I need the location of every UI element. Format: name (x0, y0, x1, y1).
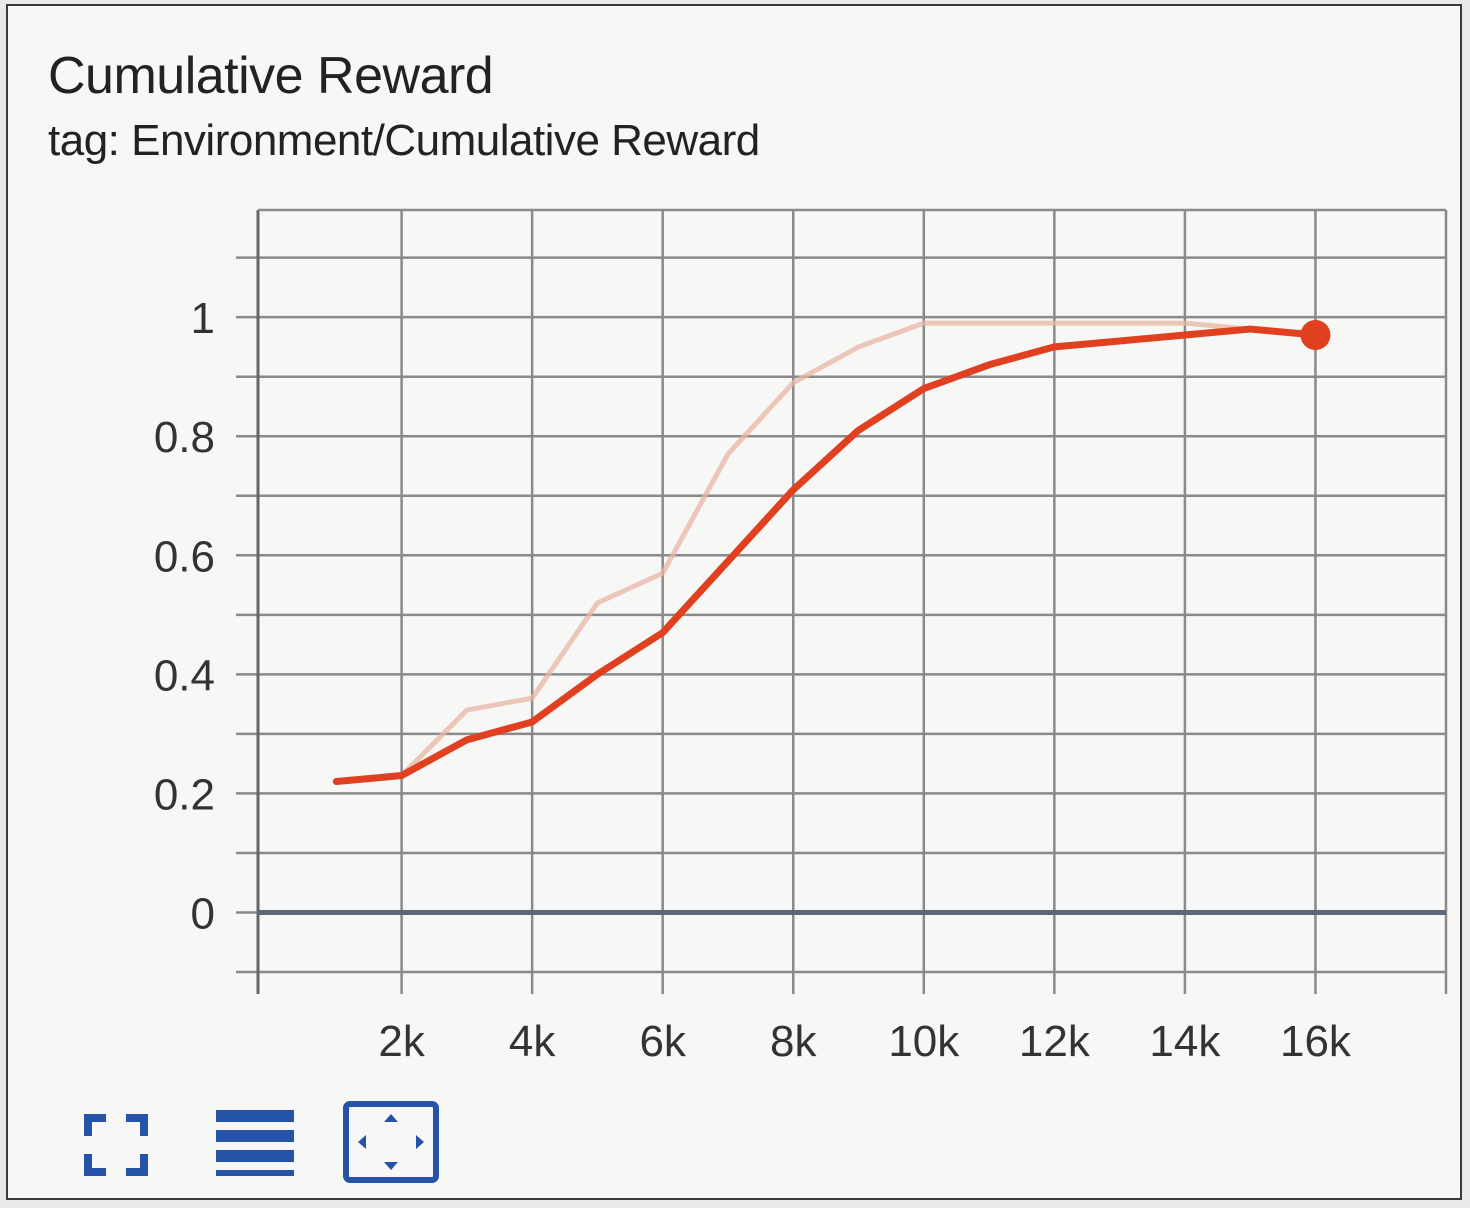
x-tick-label: 6k (639, 1017, 686, 1066)
menu-lines-icon (216, 1110, 294, 1176)
x-tick-label: 8k (770, 1017, 817, 1066)
x-tick-label: 14k (1149, 1017, 1221, 1066)
chart-tag-subtitle: tag: Environment/Cumulative Reward (48, 116, 760, 165)
fit-domain-icon (343, 1101, 439, 1183)
x-tick-label: 10k (888, 1017, 960, 1066)
y-tick-label: 0.6 (154, 532, 215, 581)
raw-series-line (333, 320, 1318, 784)
last-point-marker (1300, 320, 1331, 351)
scalar-chart-card: Cumulative Reward tag: Environment/Cumul… (6, 4, 1462, 1200)
y-tick-label: 0.4 (154, 651, 215, 700)
x-tick-label: 2k (378, 1017, 425, 1066)
fit-domain-button[interactable] (342, 1100, 442, 1188)
expand-icon (84, 1114, 148, 1176)
y-tick-label: 0 (191, 889, 215, 938)
x-tick-label: 16k (1280, 1017, 1352, 1066)
toggle-y-axis-log-button[interactable] (212, 1100, 298, 1188)
y-tick-label: 1 (191, 294, 215, 343)
smoothed-series-line (332, 325, 1319, 785)
x-tick-label: 4k (509, 1017, 556, 1066)
expand-button[interactable] (76, 1100, 156, 1188)
y-tick-label: 0.8 (154, 413, 215, 462)
y-tick-label: 0.2 (154, 770, 215, 819)
chart-title: Cumulative Reward (48, 47, 494, 105)
x-tick-label: 12k (1019, 1017, 1091, 1066)
